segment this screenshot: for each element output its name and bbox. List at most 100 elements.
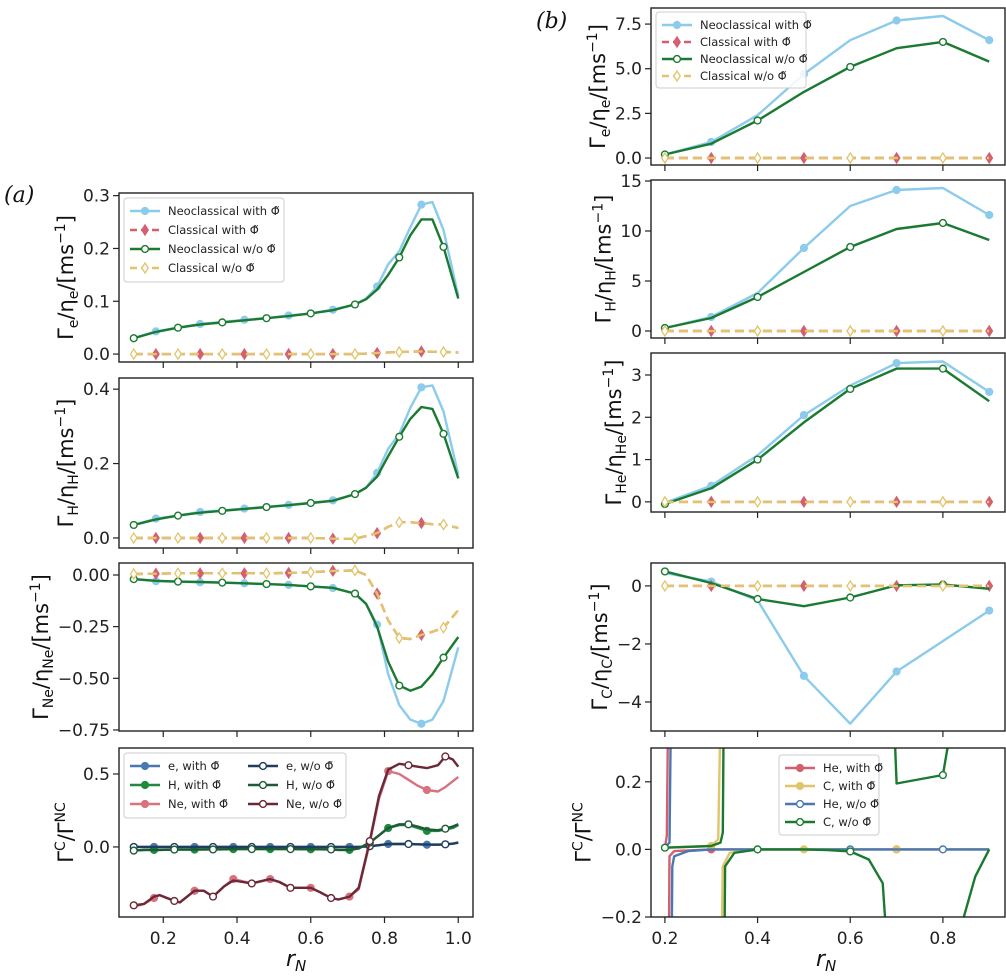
data-point xyxy=(985,151,994,165)
data-point xyxy=(892,667,901,676)
axes-frame xyxy=(118,377,474,549)
y-axis-label-part: e xyxy=(66,320,82,329)
data-point xyxy=(218,347,227,361)
y-axis-label-part: /η xyxy=(29,669,53,689)
legend-entry: Classical w/o Φ̃ xyxy=(662,69,787,83)
legend-label: Classical with Φ̃ xyxy=(168,223,259,237)
series-line-neoclassical-w-o- xyxy=(664,221,990,330)
data-point xyxy=(247,879,256,888)
y-axis-label-part: ] xyxy=(54,215,78,223)
data-point xyxy=(174,567,182,580)
y-axis-label-part: Ne xyxy=(41,689,57,708)
data-point xyxy=(441,840,450,849)
y-tick-label: −2 xyxy=(617,635,642,655)
data-point xyxy=(129,567,138,581)
data-point xyxy=(439,518,448,531)
data-point xyxy=(286,845,295,854)
data-point xyxy=(240,531,249,545)
legend: e, with Φ̃ H, with Φ̃ Ne, with Φ̃ e, w/o Φ̃… xyxy=(123,752,347,819)
y-tick-label: 0.5 xyxy=(83,765,110,785)
legend-label: H, with Φ̃ xyxy=(168,778,221,792)
data-point xyxy=(799,671,809,680)
y-axis-label-part: H xyxy=(66,474,82,485)
y-axis-label: ΓC/ΓNC xyxy=(53,802,78,863)
data-point xyxy=(799,495,808,509)
data-point xyxy=(173,323,183,332)
y-axis-label-part: /η xyxy=(588,669,612,689)
data-point xyxy=(174,531,182,545)
legend-box xyxy=(123,752,347,819)
x-tick-label: 0.6 xyxy=(297,929,324,949)
y-axis-label-part: Γ xyxy=(586,137,610,149)
data-point xyxy=(350,300,360,309)
axes-frame xyxy=(118,192,474,363)
legend-label: Neoclassical w/o Φ̃ xyxy=(168,242,276,256)
data-point xyxy=(306,566,315,579)
data-point xyxy=(753,455,762,464)
data-point xyxy=(395,253,404,262)
data-point xyxy=(208,845,218,854)
series-group xyxy=(660,359,994,509)
y-axis-label-part: /[ms xyxy=(586,53,610,100)
axes-frame xyxy=(650,747,1006,918)
data-point xyxy=(985,495,994,509)
y-axis-label-part: Γ xyxy=(54,515,78,527)
legend-marker xyxy=(795,799,805,809)
data-point xyxy=(660,579,669,593)
y-tick-label: 0 xyxy=(631,493,642,513)
data-point xyxy=(218,318,227,327)
data-point xyxy=(196,531,205,545)
data-point xyxy=(660,567,670,576)
y-axis-label-part: /η xyxy=(602,454,626,474)
y-axis-label: ΓNe/ηNe/[ms−1] xyxy=(28,574,57,720)
data-point xyxy=(799,151,808,165)
data-point xyxy=(306,309,315,318)
y-tick-label: 2 xyxy=(631,408,642,428)
y-axis-label: ΓC/ΓNC xyxy=(571,802,596,863)
y-axis-label: Γe/ηe/[ms−1] xyxy=(585,24,614,149)
data-point xyxy=(129,347,138,361)
legend-entry: e, with Φ̃ xyxy=(130,759,220,773)
legend-label: C, w/o Φ̃ xyxy=(823,815,871,829)
x-tick-label: 0.2 xyxy=(651,929,678,949)
legend-marker xyxy=(140,761,150,771)
y-axis-label-part: e xyxy=(598,100,614,109)
y-axis-label: ΓH/ηH/[ms−1] xyxy=(590,195,619,324)
data-point xyxy=(286,883,295,892)
data-point xyxy=(846,242,855,252)
y-axis-label-part: H xyxy=(66,505,82,516)
y-axis-label-part: Γ xyxy=(588,699,612,711)
y-axis-label-part: −1 xyxy=(590,203,606,224)
data-point xyxy=(938,579,947,593)
legend-entry: Classical with Φ̃ xyxy=(130,223,259,237)
y-axis-label-part: C xyxy=(571,841,587,851)
data-point xyxy=(306,498,315,508)
data-point xyxy=(846,593,855,602)
y-axis-label-part: /Γ xyxy=(572,822,596,841)
data-point xyxy=(938,770,948,780)
y-tick-label: 0.2 xyxy=(83,239,110,259)
data-point xyxy=(799,324,808,338)
legend-label: Classical with Φ̃ xyxy=(700,35,791,49)
data-point xyxy=(173,511,183,520)
legend-entry: H, with Φ̃ xyxy=(130,778,221,792)
y-axis-label-part: /η xyxy=(591,281,615,301)
legend-label: Ne, w/o Φ̃ xyxy=(286,797,342,811)
legend-entry: Classical with Φ̃ xyxy=(662,35,791,49)
data-point xyxy=(365,837,374,846)
series-line-ne-w-o- xyxy=(133,755,460,907)
y-axis-label-part: He xyxy=(614,475,630,494)
data-point xyxy=(938,324,947,338)
legend-entry: Neoclassical w/o Φ̃ xyxy=(130,242,276,256)
legend-label: Neoclassical with Φ̃ xyxy=(700,18,812,32)
series-line-classical-w-o- xyxy=(133,569,460,641)
legend-label: e, with Φ̃ xyxy=(168,759,220,773)
y-tick-label: 0.0 xyxy=(615,149,642,169)
legend-entry: Ne, with Φ̃ xyxy=(130,797,228,811)
y-tick-label: 0.0 xyxy=(83,345,110,365)
legend-label: Neoclassical with Φ̃ xyxy=(168,204,280,218)
y-axis-label-part: −1 xyxy=(585,32,601,53)
